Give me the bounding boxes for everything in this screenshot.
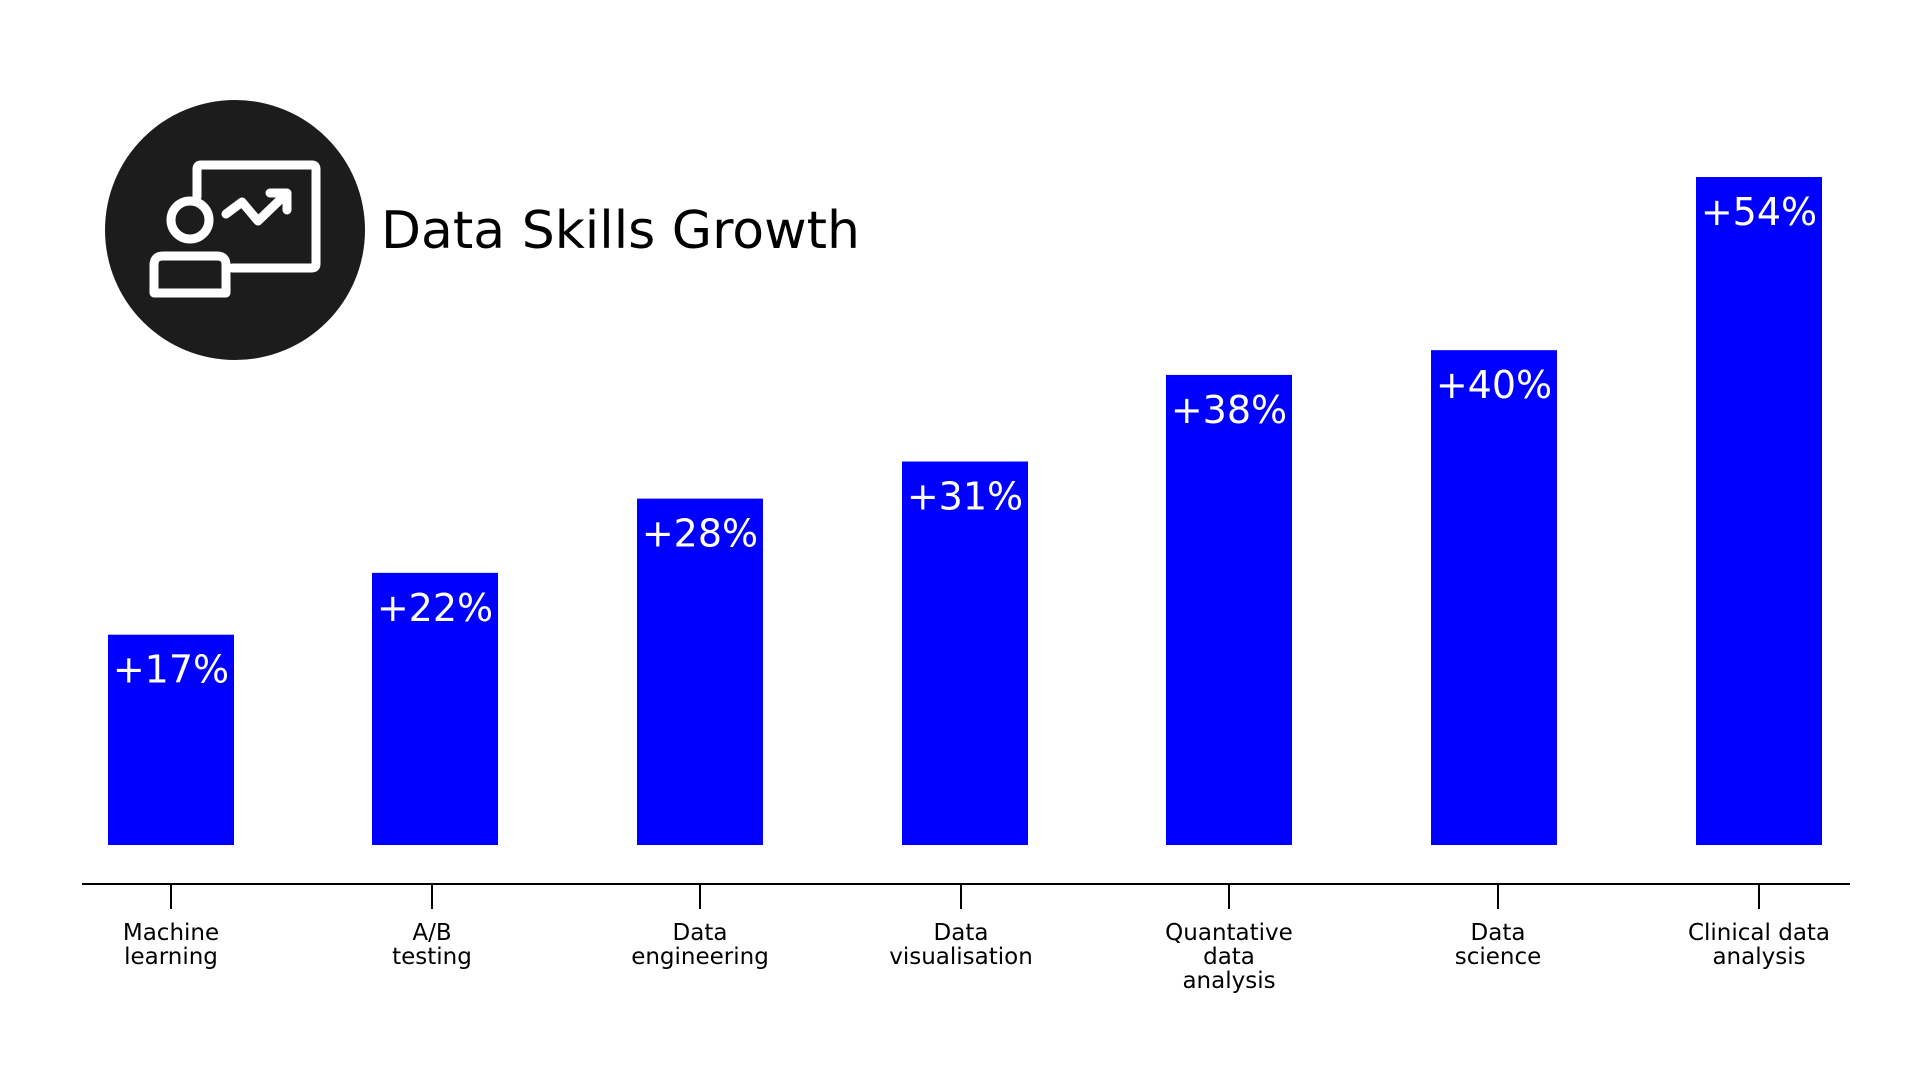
x-tick-label-line: data	[1203, 944, 1255, 970]
x-tick-label-line: visualisation	[889, 944, 1033, 970]
bar-value-label: +54%	[1701, 190, 1817, 234]
x-tick-label: A/B testing	[392, 920, 472, 970]
x-axis-ticks	[170, 884, 1760, 909]
x-tick-label-line: Clinical data	[1688, 920, 1830, 946]
bar	[1166, 374, 1292, 845]
x-tick-label-line: analysis	[1182, 968, 1275, 994]
bar	[108, 634, 234, 845]
bar-value-label: +38%	[1171, 388, 1287, 432]
x-tick-label: Machine learning	[123, 920, 219, 970]
trend-arrowhead	[265, 188, 292, 215]
x-tick-label-line: Data	[1471, 920, 1526, 946]
board-frame	[192, 160, 321, 273]
x-tick-label-line: Machine	[123, 920, 219, 946]
person-body	[149, 251, 231, 298]
x-tick-label-line: Quantative	[1165, 920, 1293, 946]
bar-value-label: +28%	[642, 512, 758, 556]
trend-line	[221, 190, 290, 226]
bar-value-labels: +17% +22% +28% +31% +38% +40% +54%	[113, 190, 1817, 692]
presentation-growth-icon	[149, 160, 321, 298]
x-tick-label: Data visualisation	[889, 920, 1033, 970]
x-tick-label-line: science	[1455, 944, 1542, 970]
bar	[902, 461, 1028, 845]
bar	[1431, 350, 1557, 845]
bar	[637, 498, 763, 845]
x-tick-label: Quantative data analysis	[1165, 920, 1293, 994]
x-tick-label-line: testing	[392, 944, 472, 970]
icon-circle	[105, 100, 365, 360]
bar-value-label: +17%	[113, 648, 229, 692]
bar-value-label: +22%	[377, 586, 493, 630]
x-tick-label: Data engineering	[631, 920, 769, 970]
bar	[372, 572, 498, 845]
x-tick-label-line: A/B	[412, 920, 451, 946]
x-tick-label: Data science	[1455, 920, 1542, 970]
bar	[1696, 177, 1822, 845]
x-tick-label-line: analysis	[1712, 944, 1805, 970]
x-tick-label-line: Data	[934, 920, 989, 946]
title-group: Data Skills Growth	[105, 100, 860, 360]
chart-title: Data Skills Growth	[381, 201, 860, 261]
bar-value-label: +40%	[1436, 363, 1552, 407]
x-tick-label-line: engineering	[631, 944, 769, 970]
x-tick-label-line: Data	[673, 920, 728, 946]
x-tick-label-line: learning	[124, 944, 218, 970]
person-head	[166, 196, 214, 244]
x-tick-label: Clinical data analysis	[1688, 920, 1830, 970]
bar-value-label: +31%	[907, 475, 1023, 519]
bars	[108, 177, 1822, 845]
